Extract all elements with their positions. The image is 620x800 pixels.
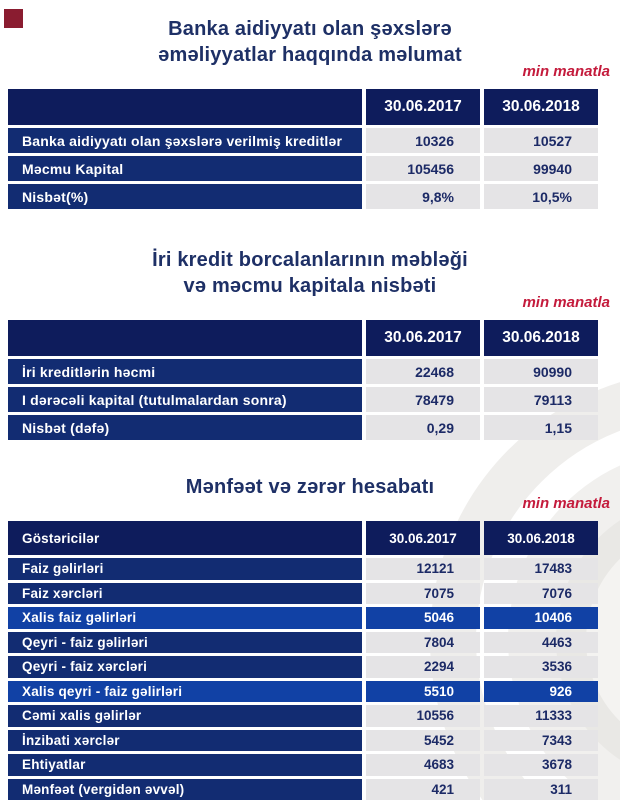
section-title: Banka aidiyyatı olan şəxslərə əməliyyatla… [0, 16, 620, 68]
table-header-row: 30.06.2017 30.06.2018 [8, 320, 598, 356]
row-label: Nisbət(%) [8, 184, 362, 209]
header-label-cell: Göstəricilər [8, 521, 362, 555]
data-table: Göstəricilər 30.06.2017 30.06.2018 Faiz … [8, 521, 598, 800]
value-2018: 10,5% [484, 184, 598, 209]
value-2018: 90990 [484, 359, 598, 384]
value-2018: 926 [484, 680, 598, 702]
table-row: Qeyri - faiz xərcləri 2294 3536 [8, 656, 598, 678]
header-col-2017: 30.06.2017 [366, 89, 480, 125]
value-2017: 421 [366, 778, 480, 800]
row-label: Faiz gəlirləri [8, 558, 362, 580]
value-2018: 17483 [484, 558, 598, 580]
row-label: Banka aidiyyatı olan şəxslərə verilmiş k… [8, 128, 362, 153]
table-row: İri kreditlərin həcmi 22468 90990 [8, 359, 598, 384]
report-section: İri kredit borcalanlarının məbləği və məc… [0, 247, 620, 440]
header-label-cell [8, 89, 362, 125]
table-row: Nisbət (dəfə) 0,29 1,15 [8, 415, 598, 440]
row-label: Cəmi xalis gəlirlər [8, 705, 362, 727]
value-2017: 5452 [366, 729, 480, 751]
value-2017: 2294 [366, 656, 480, 678]
header-col-2018: 30.06.2018 [484, 320, 598, 356]
row-label: İri kreditlərin həcmi [8, 359, 362, 384]
table-body: Banka aidiyyatı olan şəxslərə verilmiş k… [8, 128, 598, 209]
section-title: Mənfəət və zərər hesabatı [0, 474, 620, 500]
table-row: Faiz xərcləri 7075 7076 [8, 582, 598, 604]
table-row: I dərəcəli kapital (tutulmalardan sonra)… [8, 387, 598, 412]
table-row: Ehtiyatlar 4683 3678 [8, 754, 598, 776]
data-table: 30.06.2017 30.06.2018 İri kreditlərin hə… [8, 320, 598, 440]
row-label: Nisbət (dəfə) [8, 415, 362, 440]
value-2018: 1,15 [484, 415, 598, 440]
value-2018: 3678 [484, 754, 598, 776]
corner-mark [4, 9, 23, 28]
value-2018: 311 [484, 778, 598, 800]
value-2018: 3536 [484, 656, 598, 678]
title-line: və məcmu kapitala nisbəti [183, 275, 437, 297]
report-section: Mənfəət və zərər hesabatı min manatla Gö… [0, 474, 620, 800]
row-label: Qeyri - faiz xərcləri [8, 656, 362, 678]
header-col-2018: 30.06.2018 [484, 521, 598, 555]
value-2017: 7804 [366, 631, 480, 653]
value-2017: 7075 [366, 582, 480, 604]
table-header-row: 30.06.2017 30.06.2018 [8, 89, 598, 125]
value-2017: 12121 [366, 558, 480, 580]
header-col-2017: 30.06.2017 [366, 521, 480, 555]
value-2018: 11333 [484, 705, 598, 727]
row-label: Xalis qeyri - faiz gəlirləri [8, 680, 362, 702]
table-row: Nisbət(%) 9,8% 10,5% [8, 184, 598, 209]
header-col-2017: 30.06.2017 [366, 320, 480, 356]
table-row: İnzibati xərclər 5452 7343 [8, 729, 598, 751]
header-col-2018: 30.06.2018 [484, 89, 598, 125]
table-row: Mənfəət (vergidən əvvəl) 421 311 [8, 778, 598, 800]
value-2018: 99940 [484, 156, 598, 181]
table-row: Məcmu Kapital 105456 99940 [8, 156, 598, 181]
value-2018: 10406 [484, 607, 598, 629]
value-2017: 9,8% [366, 184, 480, 209]
row-label: Qeyri - faiz gəlirləri [8, 631, 362, 653]
value-2017: 78479 [366, 387, 480, 412]
row-label: İnzibati xərclər [8, 729, 362, 751]
value-2017: 0,29 [366, 415, 480, 440]
value-2017: 5510 [366, 680, 480, 702]
row-label: Faiz xərcləri [8, 582, 362, 604]
value-2018: 79113 [484, 387, 598, 412]
table-header-row: Göstəricilər 30.06.2017 30.06.2018 [8, 521, 598, 555]
table-row: Xalis faiz gəlirləri 5046 10406 [8, 607, 598, 629]
row-label: I dərəcəli kapital (tutulmalardan sonra) [8, 387, 362, 412]
title-line: Banka aidiyyatı olan şəxslərə [168, 18, 452, 40]
value-2017: 4683 [366, 754, 480, 776]
value-2018: 7343 [484, 729, 598, 751]
value-2018: 7076 [484, 582, 598, 604]
row-label: Məcmu Kapital [8, 156, 362, 181]
table-row: Banka aidiyyatı olan şəxslərə verilmiş k… [8, 128, 598, 153]
row-label: Xalis faiz gəlirləri [8, 607, 362, 629]
value-2017: 10556 [366, 705, 480, 727]
data-table: 30.06.2017 30.06.2018 Banka aidiyyatı ol… [8, 89, 598, 209]
value-2017: 5046 [366, 607, 480, 629]
row-label: Ehtiyatlar [8, 754, 362, 776]
unit-label: min manatla [522, 63, 610, 80]
table-body: Faiz gəlirləri 12121 17483 Faiz xərcləri… [8, 558, 598, 800]
title-line: İri kredit borcalanlarının məbləği [152, 249, 468, 271]
value-2017: 22468 [366, 359, 480, 384]
table-row: Xalis qeyri - faiz gəlirləri 5510 926 [8, 680, 598, 702]
title-line: əməliyyatlar haqqında məlumat [158, 44, 462, 66]
table-row: Faiz gəlirləri 12121 17483 [8, 558, 598, 580]
report-section: Banka aidiyyatı olan şəxslərə əməliyyatla… [0, 0, 620, 209]
header-label-cell [8, 320, 362, 356]
title-line: Mənfəət və zərər hesabatı [185, 476, 435, 498]
row-label: Mənfəət (vergidən əvvəl) [8, 778, 362, 800]
value-2018: 4463 [484, 631, 598, 653]
unit-label: min manatla [522, 294, 610, 311]
unit-label: min manatla [522, 495, 610, 512]
value-2017: 10326 [366, 128, 480, 153]
value-2017: 105456 [366, 156, 480, 181]
table-row: Cəmi xalis gəlirlər 10556 11333 [8, 705, 598, 727]
value-2018: 10527 [484, 128, 598, 153]
table-row: Qeyri - faiz gəlirləri 7804 4463 [8, 631, 598, 653]
table-body: İri kreditlərin həcmi 22468 90990 I dərə… [8, 359, 598, 440]
section-title: İri kredit borcalanlarının məbləği və məc… [0, 247, 620, 299]
